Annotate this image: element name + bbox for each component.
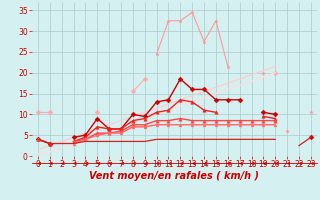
X-axis label: Vent moyen/en rafales ( km/h ): Vent moyen/en rafales ( km/h )	[89, 171, 260, 181]
